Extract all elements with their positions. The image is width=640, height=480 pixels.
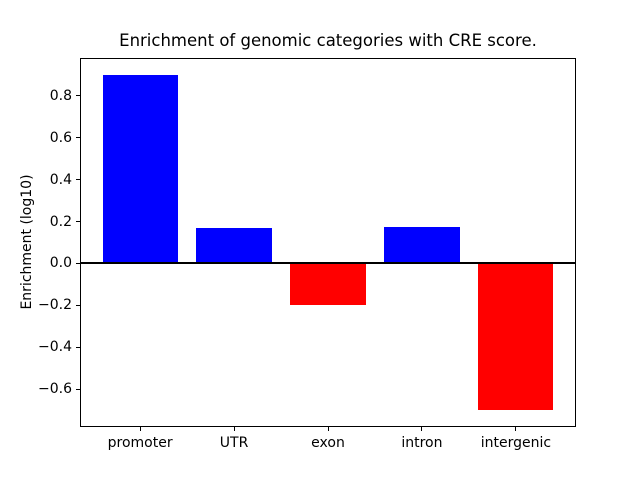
bar-intron	[384, 226, 460, 264]
bar-UTR	[196, 227, 272, 264]
y-tick-mark	[76, 388, 80, 390]
y-tick-mark	[76, 137, 80, 139]
x-tick-mark	[233, 427, 235, 431]
y-tick-mark	[76, 221, 80, 223]
y-tick-label: −0.4	[38, 339, 72, 356]
y-tick-mark	[76, 304, 80, 306]
y-tick-mark	[76, 95, 80, 97]
bar-promoter	[102, 74, 178, 264]
x-tick-mark	[515, 427, 517, 431]
y-tick-mark	[76, 262, 80, 264]
y-tick-mark	[76, 179, 80, 181]
zero-line	[81, 262, 575, 265]
plot-area	[80, 58, 576, 427]
x-tick-mark	[421, 427, 423, 431]
x-tick-label-promoter: promoter	[107, 435, 173, 451]
y-tick-label: −0.6	[38, 381, 72, 398]
y-tick-label: 0.8	[49, 87, 72, 104]
y-tick-label: −0.2	[38, 297, 72, 314]
x-tick-mark	[327, 427, 329, 431]
chart-title: Enrichment of genomic categories with CR…	[119, 31, 537, 50]
x-tick-label-intergenic: intergenic	[480, 435, 552, 451]
y-tick-label: 0.6	[49, 129, 72, 146]
x-tick-label-UTR: UTR	[219, 435, 249, 451]
y-tick-label: 0.4	[49, 171, 72, 188]
x-tick-mark	[139, 427, 141, 431]
x-tick-label-intron: intron	[401, 435, 443, 451]
bar-exon	[290, 263, 366, 306]
bar-intergenic	[478, 263, 554, 411]
y-tick-label: 0.2	[49, 213, 72, 230]
x-tick-label-exon: exon	[311, 435, 345, 451]
y-tick-label: 0.0	[49, 255, 72, 272]
y-tick-mark	[76, 346, 80, 348]
